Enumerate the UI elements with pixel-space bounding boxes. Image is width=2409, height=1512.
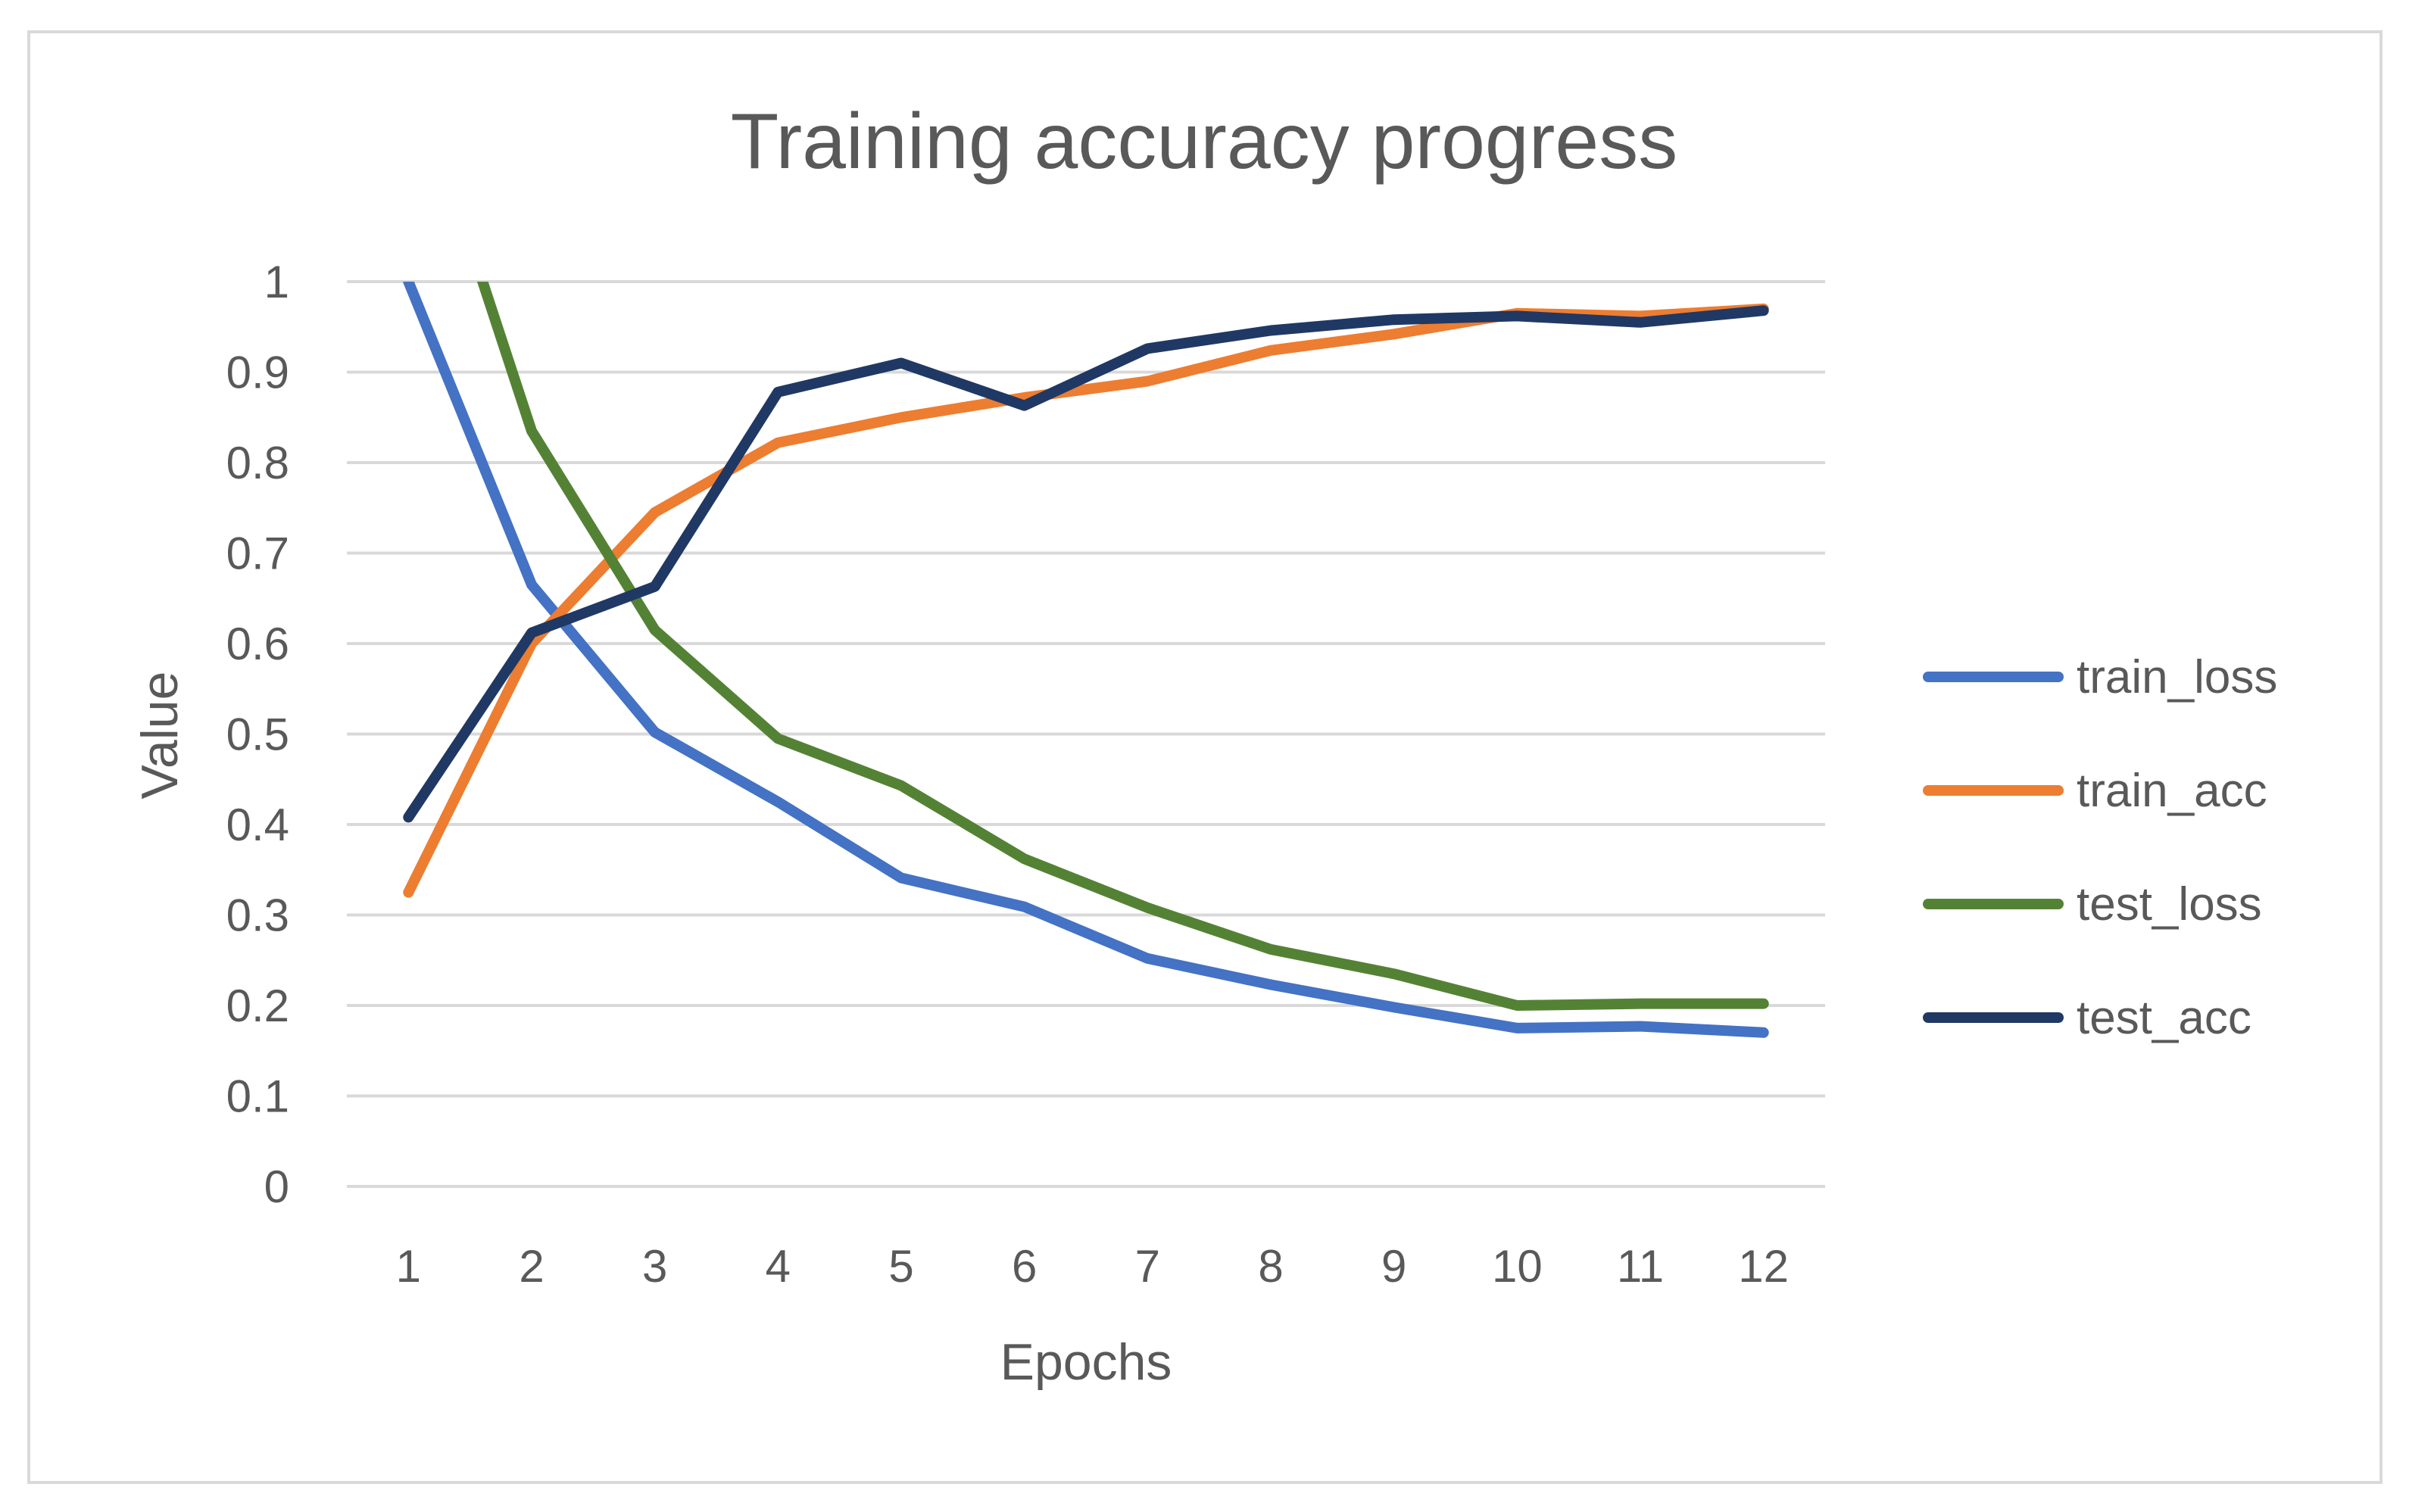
x-tick-label: 11 <box>1617 1241 1664 1292</box>
y-tick-label: 0.1 <box>226 1071 289 1122</box>
x-tick-label: 2 <box>519 1241 544 1292</box>
x-axis-title: Epochs <box>1000 1333 1172 1391</box>
y-tick-label: 1 <box>264 257 289 307</box>
x-axis-tick-labels: 1 2 3 4 5 6 7 8 9 10 11 12 <box>396 1241 1789 1292</box>
gridlines <box>347 280 1825 1188</box>
x-tick-label: 9 <box>1381 1241 1406 1292</box>
y-tick-label: 0.9 <box>226 348 289 398</box>
y-tick-label: 0.7 <box>226 528 289 579</box>
y-axis-title: Value <box>131 672 189 800</box>
series-line-test_acc <box>403 305 1769 823</box>
y-tick-label: 0.3 <box>226 890 289 941</box>
series-line-test_loss <box>476 282 1769 1011</box>
x-tick-label: 7 <box>1135 1241 1160 1292</box>
legend-label-test_loss: test_loss <box>2077 878 2262 931</box>
series-line-train_loss <box>403 282 1769 1038</box>
x-tick-label: 8 <box>1258 1241 1283 1292</box>
y-tick-label: 0.4 <box>226 800 289 850</box>
x-tick-label: 12 <box>1738 1241 1789 1292</box>
legend-label-test_acc: test_acc <box>2077 992 2251 1044</box>
legend-label-train_loss: train_loss <box>2077 651 2277 703</box>
legend: train_loss train_acc test_loss test_acc <box>1923 651 2277 1044</box>
x-tick-label: 5 <box>888 1241 913 1292</box>
y-tick-label: 0.2 <box>226 980 289 1031</box>
y-tick-label: 0 <box>264 1161 289 1212</box>
y-tick-label: 0.5 <box>226 709 289 760</box>
x-tick-label: 3 <box>642 1241 667 1292</box>
chart-frame <box>27 30 2382 1484</box>
y-tick-label: 0.6 <box>226 619 289 669</box>
x-tick-label: 10 <box>1492 1241 1543 1292</box>
y-axis-tick-labels: 0 0.1 0.2 0.3 0.4 0.5 0.6 0.7 0.8 0.9 1 <box>226 257 289 1212</box>
y-tick-label: 0.8 <box>226 438 289 488</box>
chart-title: Training accuracy progress <box>731 98 1677 185</box>
legend-label-train_acc: train_acc <box>2077 765 2267 817</box>
x-tick-label: 4 <box>766 1241 791 1292</box>
x-tick-label: 1 <box>396 1241 421 1292</box>
series-lines <box>403 282 1769 1038</box>
x-tick-label: 6 <box>1012 1241 1037 1292</box>
